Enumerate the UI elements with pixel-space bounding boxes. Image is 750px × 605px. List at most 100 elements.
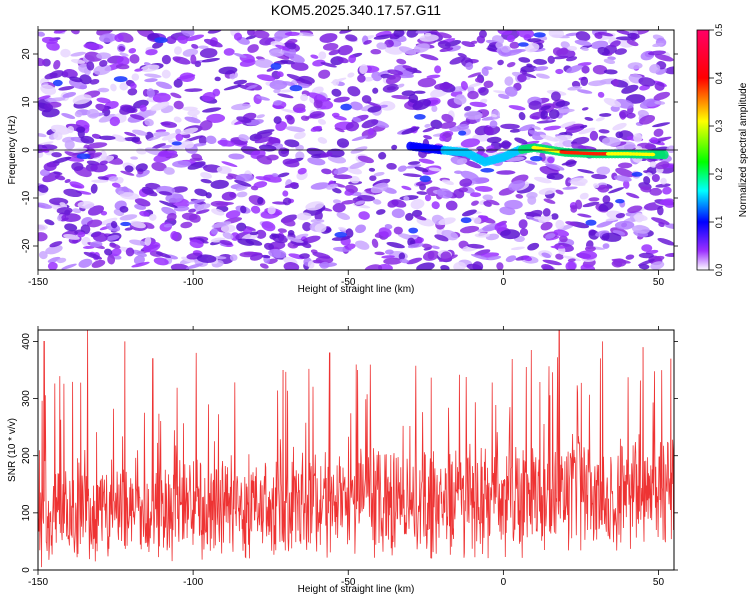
spectrogram-cell bbox=[246, 84, 258, 90]
spectrogram-cell bbox=[259, 263, 269, 269]
spectrogram-cell bbox=[596, 166, 611, 175]
spectrogram-hotspot bbox=[414, 114, 426, 120]
spectrogram-cell bbox=[577, 213, 592, 218]
spectrogram-cell bbox=[653, 128, 664, 137]
spectrogram-cell bbox=[319, 152, 333, 158]
spectrogram-cell bbox=[486, 255, 502, 261]
spectrogram-cell bbox=[540, 105, 551, 111]
spectrogram-cell bbox=[605, 217, 618, 222]
spectrogram-cell bbox=[310, 219, 325, 224]
spectrogram-cell bbox=[285, 236, 304, 243]
spectrogram-cell bbox=[588, 229, 600, 240]
spectrogram-cell bbox=[184, 135, 204, 142]
spectrogram-cell bbox=[180, 221, 193, 229]
spectrogram-hotspot bbox=[458, 130, 467, 136]
spectrogram-cell bbox=[256, 95, 270, 101]
spectrogram-cell bbox=[141, 188, 158, 197]
spectrogram-cell bbox=[527, 38, 542, 43]
spectrogram-cell bbox=[198, 135, 207, 146]
spectrogram-cell bbox=[651, 217, 670, 225]
spectrogram-cell bbox=[663, 199, 674, 208]
x-tick-label: 0 bbox=[501, 277, 507, 288]
snr-x-ticks: -150 -100 -50 0 50 bbox=[28, 326, 664, 588]
spectrogram-cell bbox=[376, 209, 386, 215]
spectrogram-cell bbox=[86, 61, 95, 71]
spectrogram-cell bbox=[638, 252, 654, 259]
spectrogram-cell bbox=[521, 72, 537, 79]
spectrogram-cell bbox=[506, 61, 516, 68]
spectrogram-cell bbox=[612, 122, 627, 131]
spectrogram-cell bbox=[64, 223, 78, 232]
spectrogram-cell bbox=[182, 106, 198, 111]
spectrogram-cell bbox=[170, 231, 179, 241]
spectrogram-cell bbox=[654, 100, 666, 105]
spectrogram-cell bbox=[202, 107, 222, 113]
spectrogram-cell bbox=[117, 190, 125, 195]
spectrogram-cell bbox=[311, 86, 324, 95]
spectrogram-x-label: Height of straight line (km) bbox=[298, 284, 415, 295]
spectrogram-cell bbox=[575, 31, 591, 42]
spectrogram-cell bbox=[662, 186, 672, 195]
spectrogram-cell bbox=[570, 206, 578, 213]
spectrogram-cell bbox=[145, 49, 158, 56]
spectrogram-cell bbox=[533, 58, 548, 65]
spectrogram-cell bbox=[38, 31, 46, 37]
spectrogram-cell bbox=[296, 212, 312, 221]
spectrogram-cell bbox=[598, 129, 610, 134]
spectrogram-cell bbox=[565, 125, 585, 134]
spectrogram-cell bbox=[431, 105, 438, 113]
spectrogram-cell bbox=[642, 98, 660, 107]
spectrogram-cell bbox=[119, 105, 133, 115]
spectrogram-cell bbox=[45, 244, 63, 255]
spectrogram-cell bbox=[361, 119, 379, 129]
spectrogram-cell bbox=[538, 214, 553, 223]
spectrogram-cell bbox=[565, 56, 578, 62]
spectrogram-cell bbox=[155, 252, 172, 259]
spectrogram-cell bbox=[489, 120, 498, 128]
spectrogram-cell bbox=[633, 214, 648, 222]
spectrogram-cell bbox=[233, 32, 243, 41]
spectrogram-cell bbox=[82, 245, 95, 249]
spectrogram-cell bbox=[482, 194, 494, 201]
spectrogram-cell bbox=[501, 140, 511, 150]
spectrogram-cell bbox=[391, 94, 411, 100]
y-tick-label: 0 bbox=[21, 567, 32, 573]
spectrogram-cell bbox=[638, 77, 656, 87]
spectrogram-cell bbox=[319, 33, 338, 43]
spectrogram-cell bbox=[142, 109, 157, 117]
spectrogram-cell bbox=[589, 130, 599, 141]
spectrogram-cell bbox=[110, 83, 117, 92]
spectrogram-cell bbox=[191, 43, 199, 49]
spectrogram-cell bbox=[384, 249, 394, 255]
spectrogram-cell bbox=[515, 194, 524, 199]
spectrogram-cell bbox=[205, 135, 217, 145]
spectrogram-cell bbox=[417, 77, 437, 88]
spectrogram-cell bbox=[216, 166, 232, 174]
spectrogram-cell bbox=[314, 223, 327, 233]
spectrogram-cell bbox=[416, 191, 428, 195]
spectrogram-cell bbox=[355, 200, 366, 205]
spectrogram-cell bbox=[64, 178, 71, 184]
spectrogram-cell bbox=[194, 188, 208, 197]
spectrogram-hotspot bbox=[76, 153, 91, 160]
spectrogram-cell bbox=[158, 191, 173, 196]
spectrogram-cell bbox=[424, 123, 431, 128]
spectrogram-cell bbox=[541, 264, 554, 270]
spectrogram-cell bbox=[184, 116, 201, 124]
spectrogram-cell bbox=[72, 94, 92, 105]
spectrogram-cell bbox=[504, 199, 523, 210]
spectrogram-cell bbox=[381, 255, 395, 259]
spectrogram-cell bbox=[555, 68, 564, 75]
spectrogram-cell bbox=[397, 165, 407, 172]
spectrogram-cell bbox=[288, 53, 305, 64]
spectrogram-cell bbox=[553, 229, 570, 237]
spectrogram-cell bbox=[596, 220, 613, 228]
x-tick-label: -150 bbox=[28, 577, 48, 588]
spectrogram-cell bbox=[641, 244, 653, 252]
spectrogram-cell bbox=[92, 232, 108, 242]
spectrogram-cell bbox=[119, 52, 129, 57]
spectrogram-cell bbox=[561, 160, 578, 166]
spectrogram-cell bbox=[543, 198, 556, 204]
spectrogram-cell bbox=[611, 260, 623, 268]
